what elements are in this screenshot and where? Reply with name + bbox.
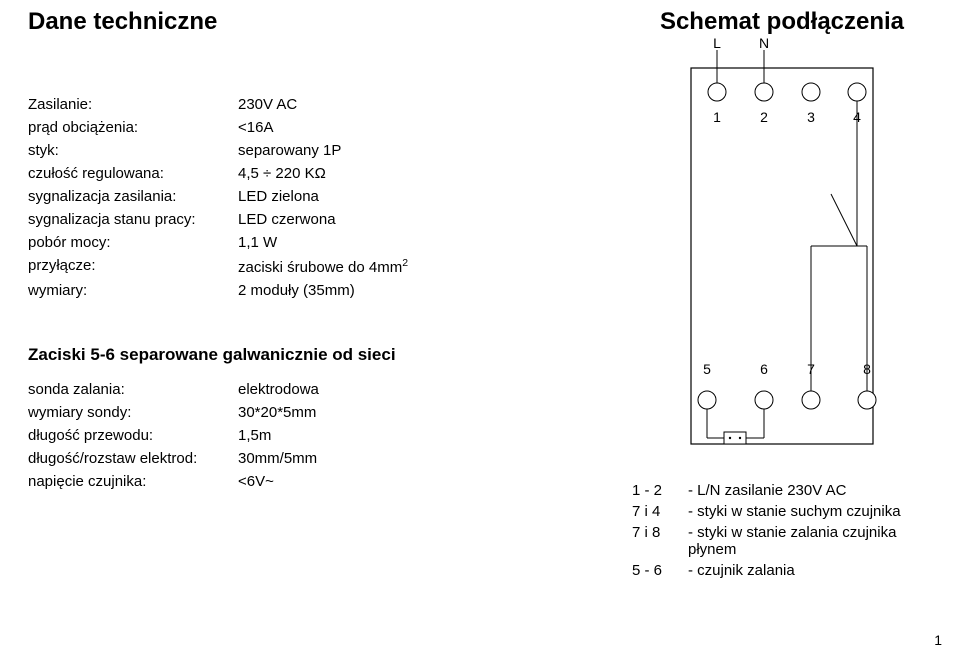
spec-label: długość/rozstaw elektrod: <box>28 450 238 467</box>
spec-value: elektrodowa <box>238 381 588 398</box>
spec-value: <16A <box>238 119 588 136</box>
spec-value: 1,5m <box>238 427 588 444</box>
spec-label: pobór mocy: <box>28 234 238 251</box>
spec-value: 4,5 ÷ 220 KΩ <box>238 165 588 182</box>
connection-diagram: LN12345678 <box>667 36 897 476</box>
spec-label: prąd obciążenia: <box>28 119 238 136</box>
spec-value: separowany 1P <box>238 142 588 159</box>
spec-value: zaciski śrubowe do 4mm2 <box>238 257 588 276</box>
spec-value: <6V~ <box>238 473 588 490</box>
legend-key: 1 - 2 <box>632 482 688 499</box>
spec-label: wymiary: <box>28 282 238 299</box>
spec-value: 2 moduły (35mm) <box>238 282 588 299</box>
specs-bottom-table: sonda zalania:elektrodowawymiary sondy:3… <box>28 381 588 490</box>
spec-label: sonda zalania: <box>28 381 238 398</box>
legend-value: - L/N zasilanie 230V AC <box>688 482 932 499</box>
svg-text:1: 1 <box>713 109 721 125</box>
svg-text:L: L <box>713 36 721 51</box>
spec-value: 1,1 W <box>238 234 588 251</box>
spec-value: LED zielona <box>238 188 588 205</box>
spec-value: LED czerwona <box>238 211 588 228</box>
spec-label: Zasilanie: <box>28 96 238 113</box>
page-number: 1 <box>934 632 942 648</box>
svg-text:3: 3 <box>807 109 815 125</box>
svg-text:6: 6 <box>760 361 768 377</box>
subheading: Zaciski 5-6 separowane galwanicznie od s… <box>28 345 588 365</box>
legend-value: - styki w stanie zalania czujnika płynem <box>688 524 932 558</box>
legend-key: 7 i 8 <box>632 524 688 558</box>
spec-label: czułość regulowana: <box>28 165 238 182</box>
spec-value: 30*20*5mm <box>238 404 588 421</box>
spec-label: napięcie czujnika: <box>28 473 238 490</box>
diagram-container: LN12345678 <box>667 36 897 476</box>
legend-table: 1 - 2- L/N zasilanie 230V AC7 i 4- styki… <box>632 482 932 579</box>
spec-label: sygnalizacja zasilania: <box>28 188 238 205</box>
spec-value: 230V AC <box>238 96 588 113</box>
spec-label: sygnalizacja stanu pracy: <box>28 211 238 228</box>
title-left: Dane techniczne <box>28 8 217 36</box>
spec-label: styk: <box>28 142 238 159</box>
legend-value: - styki w stanie suchym czujnika <box>688 503 932 520</box>
spec-label: długość przewodu: <box>28 427 238 444</box>
legend-value: - czujnik zalania <box>688 562 932 579</box>
title-right: Schemat podłączenia <box>660 8 904 36</box>
legend-key: 7 i 4 <box>632 503 688 520</box>
legend-key: 5 - 6 <box>632 562 688 579</box>
svg-text:2: 2 <box>760 109 768 125</box>
specs-top-table: Zasilanie:230V ACprąd obciążenia:<16Asty… <box>28 96 588 299</box>
svg-text:N: N <box>759 36 769 51</box>
spec-value: 30mm/5mm <box>238 450 588 467</box>
spec-label: wymiary sondy: <box>28 404 238 421</box>
spec-label: przyłącze: <box>28 257 238 276</box>
svg-text:5: 5 <box>703 361 711 377</box>
